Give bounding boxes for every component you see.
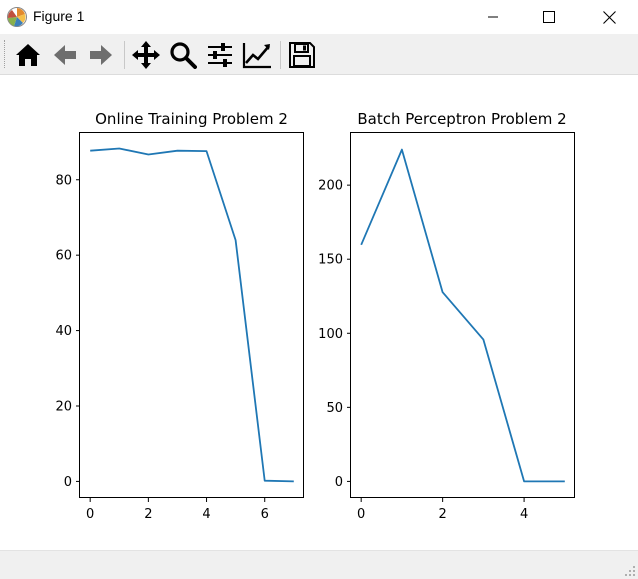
x-tick-label: 4 bbox=[520, 507, 528, 522]
figure-canvas[interactable]: Online Training Problem 2 0 2 4 6 0 20 40 60 80 … bbox=[0, 75, 638, 550]
minimize-button[interactable] bbox=[470, 0, 516, 34]
y-tick-label: 0 bbox=[335, 475, 343, 490]
toolbar-separator bbox=[280, 41, 281, 69]
x-tick-label: 0 bbox=[86, 507, 94, 522]
x-tick-label: 6 bbox=[261, 507, 269, 522]
save-button[interactable] bbox=[285, 38, 319, 72]
navigation-toolbar bbox=[0, 34, 638, 75]
y-tick-label: 60 bbox=[55, 249, 72, 264]
x-tick-label: 2 bbox=[144, 507, 152, 522]
close-icon bbox=[602, 10, 616, 24]
chart-title: Online Training Problem 2 bbox=[95, 110, 288, 128]
y-tick-label: 100 bbox=[318, 327, 343, 342]
configure-subplots-button[interactable] bbox=[203, 38, 237, 72]
x-tick-label: 2 bbox=[438, 507, 446, 522]
back-button[interactable] bbox=[48, 38, 82, 72]
figure-svg: Online Training Problem 2 0 2 4 6020406080 … bbox=[55, 110, 575, 522]
back-arrow-icon bbox=[54, 45, 76, 65]
y-tick-label: 80 bbox=[55, 173, 72, 188]
zoom-button[interactable] bbox=[166, 38, 200, 72]
home-button[interactable] bbox=[11, 38, 45, 72]
home-icon bbox=[16, 44, 40, 66]
edit-axis-curves-icon bbox=[242, 43, 271, 69]
forward-button[interactable] bbox=[84, 38, 118, 72]
configure-subplots-icon bbox=[208, 43, 232, 67]
edit-axis-button[interactable] bbox=[240, 38, 274, 72]
matplotlib-logo-icon bbox=[7, 7, 27, 27]
toolbar-grip[interactable] bbox=[4, 40, 8, 68]
forward-arrow-icon bbox=[90, 45, 112, 65]
y-tick-label: 150 bbox=[318, 253, 343, 268]
y-tick-label: 20 bbox=[55, 399, 72, 414]
axes-frame bbox=[350, 132, 575, 498]
y-tick-label: 200 bbox=[318, 179, 343, 194]
status-bar bbox=[0, 550, 638, 579]
x-tick-label: 0 bbox=[357, 507, 365, 522]
pan-move-icon bbox=[132, 41, 160, 69]
chart-title: Batch Perceptron Problem 2 bbox=[357, 110, 566, 128]
y-tick-label: 0 bbox=[64, 475, 72, 490]
maximize-icon bbox=[543, 11, 555, 23]
batch-perceptron-axes: Batch Perceptron Problem 2 0 2 4 0 50 100 150 2… bbox=[318, 110, 575, 522]
save-floppy-icon bbox=[289, 42, 315, 68]
series-line bbox=[90, 147, 294, 483]
minimize-icon bbox=[488, 16, 498, 18]
pan-button[interactable] bbox=[129, 38, 163, 72]
y-tick-label: 40 bbox=[55, 324, 72, 339]
toolbar-separator bbox=[124, 41, 125, 69]
window-titlebar: Figure 1 bbox=[0, 0, 638, 34]
y-tick-label: 50 bbox=[326, 401, 343, 416]
resize-grip-icon[interactable] bbox=[624, 565, 636, 577]
close-button[interactable] bbox=[586, 0, 632, 34]
zoom-magnifier-icon bbox=[170, 42, 197, 69]
axes-frame bbox=[79, 132, 304, 498]
maximize-button[interactable] bbox=[526, 0, 572, 34]
window-title: Figure 1 bbox=[33, 8, 85, 24]
x-tick-label: 4 bbox=[202, 507, 210, 522]
series-line bbox=[360, 148, 565, 483]
